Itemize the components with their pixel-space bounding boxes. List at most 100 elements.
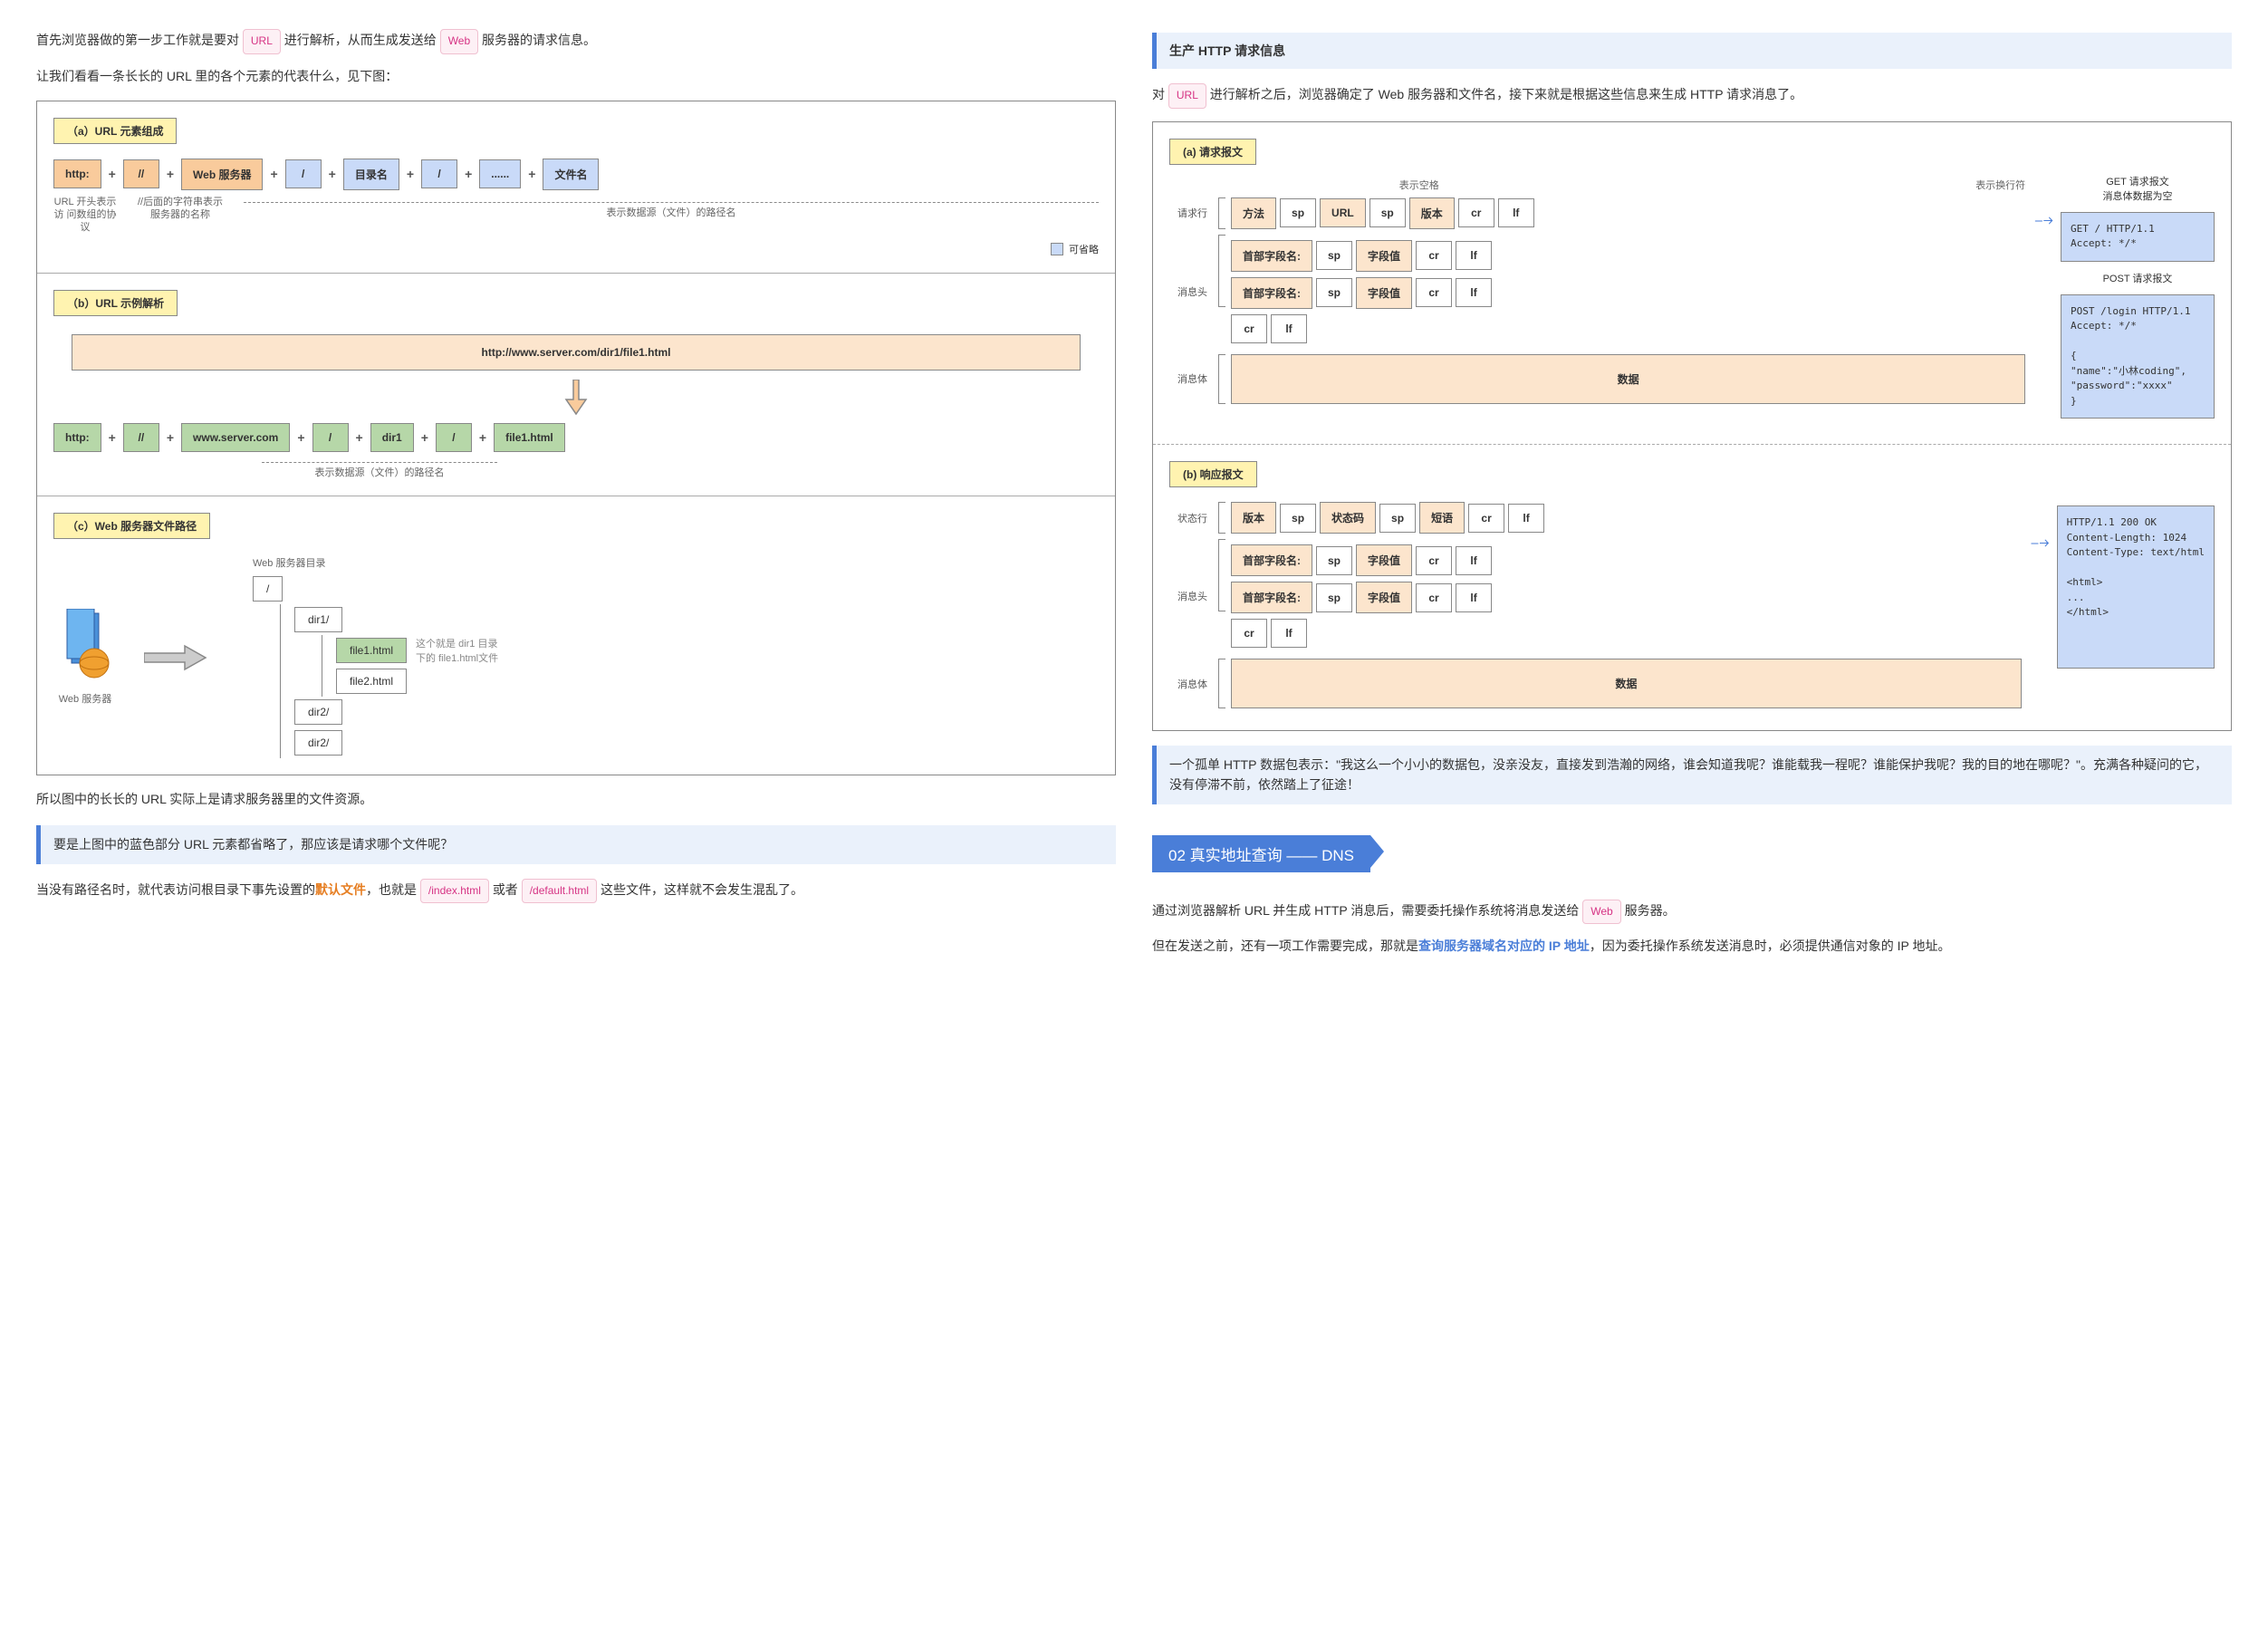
cell: sp <box>1280 504 1316 533</box>
cell: lf <box>1271 314 1307 343</box>
cell: cr <box>1458 198 1494 227</box>
section-a-label: （a）URL 元素组成 <box>53 118 177 144</box>
cell: sp <box>1316 241 1352 270</box>
cell: dir1 <box>370 423 414 452</box>
text: 服务器的请求信息。 <box>482 33 596 47</box>
resp-label: (b) 响应报文 <box>1169 461 1257 487</box>
cell-slash2: / <box>421 159 457 188</box>
url-diagram: （a）URL 元素组成 http:+ //+ Web 服务器+ /+ 目录名+ … <box>36 101 1116 775</box>
cell: sp <box>1316 278 1352 307</box>
cell: 字段值 <box>1356 544 1412 576</box>
cell: sp <box>1316 583 1352 612</box>
sp-label: 表示空格 <box>1218 179 1620 192</box>
req-label: (a) 请求报文 <box>1169 139 1256 165</box>
brace-label: 表示数据源（文件）的路径名 <box>262 467 497 479</box>
legend-text: 可省略 <box>1069 242 1099 256</box>
server-icon <box>53 609 117 690</box>
cell: sp <box>1280 198 1316 227</box>
summary-p: 所以图中的长长的 URL 实际上是请求服务器里的文件资源。 <box>36 788 1116 811</box>
cell: 首部字段名: <box>1231 582 1312 613</box>
file-tree: Web 服务器目录 / dir1/ file1.html这个就是 dir1 目录… <box>253 557 498 758</box>
story-callout: 一个孤单 HTTP 数据包表示："我这么一个小小的数据包，没亲没友，直接发到浩瀚… <box>1152 746 2232 804</box>
intro-p1: 首先浏览器做的第一步工作就是要对 URL 进行解析，从而生成发送给 Web 服务… <box>36 29 1116 54</box>
dns-p2: 但在发送之前，还有一项工作需要完成，那就是查询服务器域名对应的 IP 地址，因为… <box>1152 935 2232 958</box>
text: 进行解析，从而生成发送给 <box>284 33 437 47</box>
cell: lf <box>1456 583 1492 612</box>
dashed-arrow-icon: ⤍ <box>2034 210 2052 230</box>
tree-root: / <box>253 576 283 602</box>
cell: 版本 <box>1409 197 1455 229</box>
cell: sp <box>1369 198 1406 227</box>
tree-dir1: dir1/ <box>294 607 342 632</box>
server-icon-area: Web 服务器 <box>53 609 117 706</box>
cell: lf <box>1456 241 1492 270</box>
cell: lf <box>1271 619 1307 648</box>
note-protocol: URL 开头表示访 问数组的协议 <box>53 196 117 235</box>
web-tag: Web <box>440 29 478 54</box>
tree-file1: file1.html <box>336 638 407 663</box>
cell: cr <box>1231 314 1267 343</box>
cell: lf <box>1508 504 1544 533</box>
tree-dir2a: dir2/ <box>294 699 342 725</box>
section-c-label: （c）Web 服务器文件路径 <box>53 513 210 539</box>
cell: lf <box>1456 278 1492 307</box>
left-column: 首先浏览器做的第一步工作就是要对 URL 进行解析，从而生成发送给 Web 服务… <box>36 18 1116 969</box>
right-column: 生产 HTTP 请求信息 对 URL 进行解析之后，浏览器确定了 Web 服务器… <box>1152 18 2232 969</box>
right-p1: 对 URL 进行解析之后，浏览器确定了 Web 服务器和文件名，接下来就是根据这… <box>1152 83 2232 109</box>
right-arrow-icon <box>144 644 207 671</box>
cell: sp <box>1379 504 1416 533</box>
dns-p1: 通过浏览器解析 URL 并生成 HTTP 消息后，需要委托操作系统将消息发送给 … <box>1152 900 2232 925</box>
cell: sp <box>1316 546 1352 575</box>
note-server: //后面的字符串表示 服务器的名称 <box>135 196 226 222</box>
post-body: POST /login HTTP/1.1 Accept: */* { "name… <box>2061 294 2215 419</box>
ip-lookup-term: 查询服务器域名对应的 IP 地址 <box>1418 939 1590 953</box>
cell: http: <box>53 423 101 452</box>
url-parts-row: http:+ //+ Web 服务器+ /+ 目录名+ /+ ......+ 文… <box>53 159 1099 190</box>
cell-file: 文件名 <box>543 159 599 190</box>
row-label: 消息体 <box>1169 677 1215 691</box>
cell: cr <box>1231 619 1267 648</box>
full-url: http://www.server.com/dir1/file1.html <box>72 334 1081 371</box>
default-file-term: 默认文件 <box>315 882 366 897</box>
data-cell: 数据 <box>1231 659 2022 708</box>
url-parsed-row: http:+ //+ www.server.com+ /+ dir1+ /+ f… <box>53 423 1099 452</box>
data-cell: 数据 <box>1231 354 2025 404</box>
question-callout: 要是上图中的蓝色部分 URL 元素都省略了，那应该是请求哪个文件呢？ <box>36 825 1116 863</box>
cell: / <box>436 423 472 452</box>
cell: 首部字段名: <box>1231 240 1312 272</box>
url-tag: URL <box>243 29 281 54</box>
index-tag: /index.html <box>420 879 489 904</box>
get-title: GET 请求报文 消息体数据为空 <box>2061 174 2215 203</box>
cell: 版本 <box>1231 502 1276 534</box>
default-file-p: 当没有路径名时，就代表访问根目录下事先设置的默认文件，也就是 /index.ht… <box>36 879 1116 904</box>
post-title: POST 请求报文 <box>2061 271 2215 285</box>
cell-dots: ...... <box>479 159 521 188</box>
cell: URL <box>1320 198 1366 227</box>
cell-http: http: <box>53 159 101 188</box>
get-body: GET / HTTP/1.1 Accept: */* <box>2061 212 2215 262</box>
cell: 字段值 <box>1356 240 1412 272</box>
cell: cr <box>1468 504 1504 533</box>
cell: 首部字段名: <box>1231 544 1312 576</box>
cell: / <box>312 423 349 452</box>
cell-server: Web 服务器 <box>181 159 263 190</box>
resp-body: HTTP/1.1 200 OK Content-Length: 1024 Con… <box>2057 505 2215 669</box>
brace-label: 表示数据源（文件）的路径名 <box>244 207 1099 219</box>
cell: www.server.com <box>181 423 290 452</box>
intro-p2: 让我们看看一条长长的 URL 里的各个元素的代表什么，见下图： <box>36 65 1116 88</box>
section-b-label: （b）URL 示例解析 <box>53 290 178 316</box>
cell-slash: / <box>285 159 322 188</box>
tree-dir2b: dir2/ <box>294 730 342 756</box>
cell: 状态码 <box>1320 502 1376 534</box>
file-note: 这个就是 dir1 目录 下的 file1.html文件 <box>416 636 498 665</box>
cell: 短语 <box>1419 502 1465 534</box>
default-tag: /default.html <box>522 879 597 904</box>
cell: 方法 <box>1231 197 1276 229</box>
tree-file2: file2.html <box>336 669 407 694</box>
cell: cr <box>1416 546 1452 575</box>
cell: lf <box>1456 546 1492 575</box>
web-tag: Web <box>1582 900 1620 925</box>
row-label: 消息体 <box>1169 371 1215 386</box>
http-message-diagram: (a) 请求报文 表示空格表示换行符 请求行 方法 sp URL sp 版本 c… <box>1152 121 2232 732</box>
row-label: 状态行 <box>1169 511 1215 525</box>
